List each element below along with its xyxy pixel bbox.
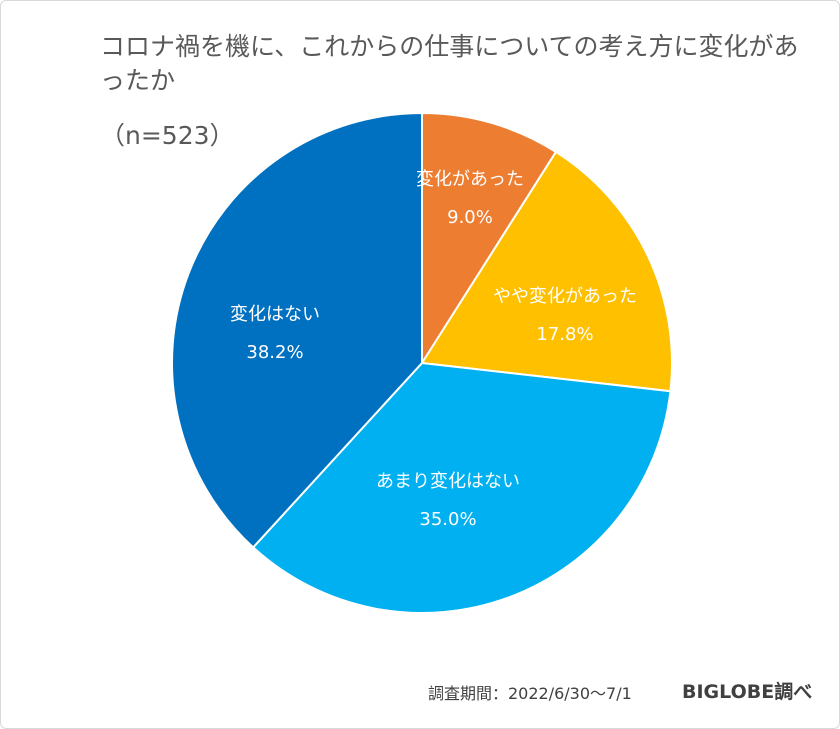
survey-period: 調査期間：2022/6/30～7/1 (428, 684, 632, 703)
slice-value-label: 17.8% (536, 324, 593, 345)
source-label: BIGLOBE調べ (682, 681, 813, 703)
slice-category-label: やや変化があった (493, 286, 637, 307)
pie-slice (251, 361, 672, 614)
slice-value-label: 38.2% (246, 342, 303, 363)
slice-value-label: 9.0% (447, 207, 493, 228)
sample-size: （n=523） (100, 121, 235, 150)
slice-value-label: 35.0% (419, 509, 476, 530)
slice-category-label: 変化があった (416, 169, 524, 190)
slice-category-label: あまり変化はない (376, 471, 520, 492)
pie-slice (171, 111, 423, 549)
pie-slice (421, 111, 558, 367)
pie-slice (420, 150, 673, 393)
slice-category-label: 変化はない (230, 304, 320, 325)
chart-title: コロナ禍を機に、これからの仕事についての考え方に変化があったか (100, 32, 799, 95)
